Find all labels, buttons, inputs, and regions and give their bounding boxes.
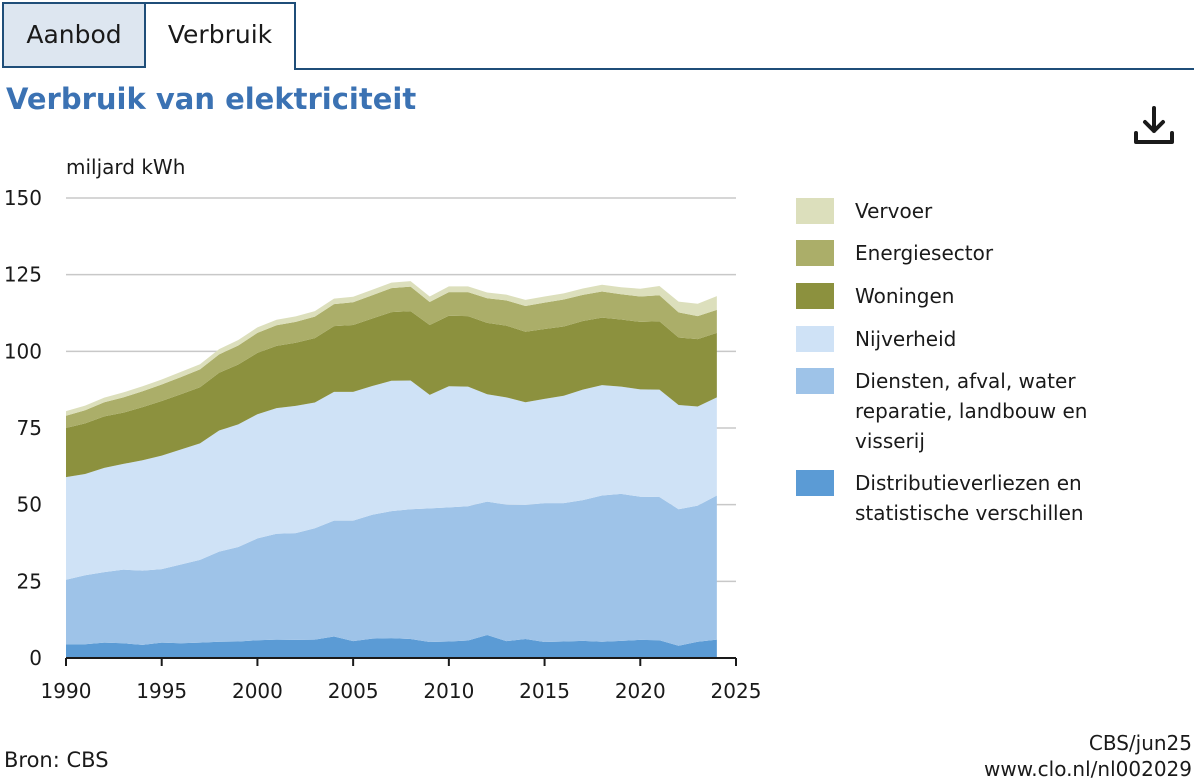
x-tick-label: 1995 [136, 679, 187, 703]
y-tick-label: 100 [4, 339, 42, 363]
legend-swatch [796, 283, 834, 309]
x-tick-label: 1990 [41, 679, 92, 703]
legend-swatch [796, 240, 834, 266]
area-series-5 [66, 281, 717, 416]
x-tick-label: 2015 [519, 679, 570, 703]
area-series-3 [66, 311, 717, 478]
url-label: www.clo.nl/nl002029 [984, 757, 1192, 781]
legend-label: Energiesector [855, 241, 994, 265]
y-tick-label: 50 [17, 493, 42, 517]
legend-swatch [796, 198, 834, 224]
area-series-2 [66, 380, 717, 580]
chart-areas [66, 281, 717, 658]
y-tick-label: 125 [4, 263, 42, 287]
legend-label: Vervoer [855, 199, 933, 223]
legend-item: Distributieverliezen en statistische vers… [796, 470, 1084, 525]
x-tick-label: 2000 [232, 679, 283, 703]
legend-label: Woningen [855, 284, 954, 308]
tab-verbruik[interactable]: Verbruik [146, 2, 296, 70]
x-tick-label: 2025 [711, 679, 762, 703]
x-tick-label: 2010 [423, 679, 474, 703]
legend-label: Diensten, afval, water reparatie, landbou… [855, 369, 1087, 453]
footer-credits: CBS/jun25 www.clo.nl/nl002029 [984, 730, 1192, 782]
y-axis-label: miljard kWh [66, 155, 185, 179]
y-tick-label: 25 [17, 569, 42, 593]
download-icon[interactable] [1132, 104, 1176, 148]
tab-aanbod[interactable]: Aanbod [2, 2, 146, 68]
chart: 0 25 50 75 100 125 150 miljard kWh 1990 1995 2000 2… [4, 155, 1088, 703]
legend-swatch [796, 326, 834, 352]
legend-item: Energiesector [796, 240, 994, 266]
y-tick-label: 150 [4, 186, 42, 210]
legend-swatch [796, 470, 834, 496]
y-tick-label: 0 [29, 646, 42, 670]
area-series-1 [66, 493, 717, 646]
source-label: Bron: CBS [4, 748, 109, 772]
chart-legend: Vervoer Energiesector Woningen Nijverheid Di… [796, 198, 1087, 525]
legend-label: Nijverheid [855, 327, 956, 351]
area-series-4 [66, 286, 717, 428]
legend-item: Woningen [796, 283, 954, 309]
tab-bar: Aanbod Verbruik [0, 0, 1194, 70]
date-label: CBS/jun25 [1088, 731, 1192, 755]
legend-label: Distributieverliezen en statistische vers… [855, 471, 1084, 525]
chart-axes: 0 25 50 75 100 125 150 miljard kWh 1990 1995 2000 2… [4, 155, 762, 703]
area-series-0 [66, 635, 717, 658]
page-title: Verbruik van elektriciteit [6, 82, 417, 116]
legend-item: Nijverheid [796, 326, 956, 352]
tab-divider [295, 68, 1194, 70]
legend-swatch [796, 368, 834, 394]
y-tick-label: 75 [17, 416, 42, 440]
x-tick-label: 2020 [615, 679, 666, 703]
x-tick-label: 2005 [328, 679, 379, 703]
legend-item: Diensten, afval, water reparatie, landbou… [796, 368, 1087, 453]
legend-item: Vervoer [796, 198, 933, 224]
